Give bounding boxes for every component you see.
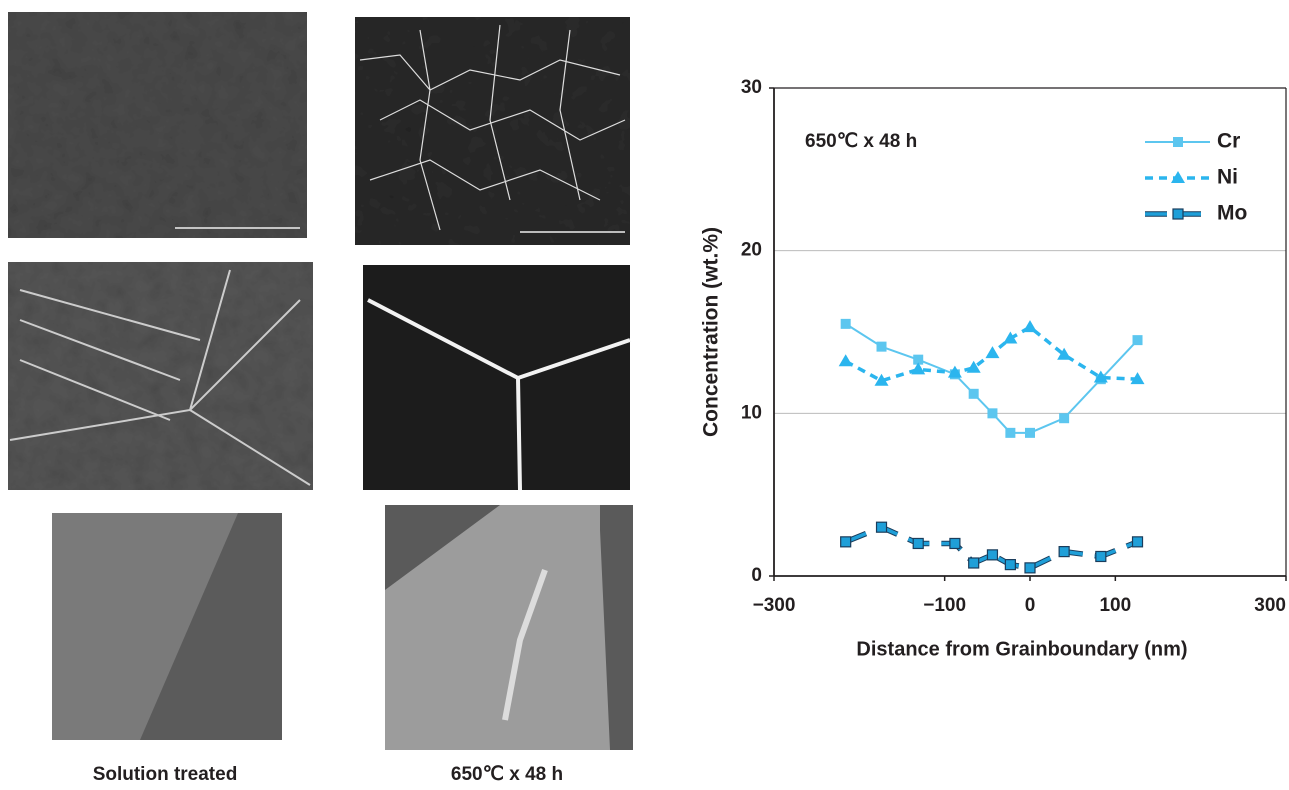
data-point — [987, 550, 997, 560]
data-point — [1059, 547, 1069, 557]
data-point — [1025, 428, 1035, 438]
data-point — [841, 319, 851, 329]
legend-marker — [1173, 137, 1183, 147]
data-point — [877, 522, 887, 532]
x-tick-label: −300 — [753, 595, 796, 616]
x-tick-label: 0 — [1025, 595, 1036, 616]
data-point — [1025, 563, 1035, 573]
data-point — [969, 389, 979, 399]
data-point — [913, 538, 923, 548]
data-point — [987, 408, 997, 418]
page: {"captions": ["Solution treated", "650℃ … — [0, 0, 1289, 790]
caption: Solution treated — [93, 764, 238, 785]
figure: Solution treated 650℃ x 48 h 650℃ x 48 h… — [0, 0, 1289, 785]
x-tick-label: −100 — [923, 595, 966, 616]
y-tick-label: 10 — [741, 402, 762, 423]
data-point — [985, 346, 999, 358]
x-tick-label: 300 — [1254, 595, 1286, 616]
data-point — [839, 354, 853, 366]
annotation: 650℃ x 48 h — [805, 131, 917, 152]
data-point — [1005, 428, 1015, 438]
y-tick-label: 0 — [751, 565, 762, 586]
legend-label: Cr — [1217, 130, 1240, 153]
legend-marker — [1173, 209, 1183, 219]
data-point — [1133, 537, 1143, 547]
x-axis-label: Distance from Grainboundary (nm) — [856, 638, 1187, 660]
legend-label: Ni — [1217, 166, 1238, 189]
data-point — [1096, 551, 1106, 561]
x-tick-label: 100 — [1099, 595, 1131, 616]
legend-label: Mo — [1217, 202, 1247, 225]
data-point — [1059, 413, 1069, 423]
series-line-outline — [846, 527, 1138, 568]
y-axis-label: Concentration (wt.%) — [700, 227, 723, 437]
data-point — [877, 342, 887, 352]
data-point — [841, 537, 851, 547]
micrograph — [8, 12, 633, 750]
data-point — [1005, 560, 1015, 570]
data-point — [969, 558, 979, 568]
y-tick-label: 30 — [741, 77, 762, 98]
data-point — [1023, 320, 1037, 332]
data-point — [1133, 335, 1143, 345]
data-point — [950, 538, 960, 548]
y-tick-label: 20 — [741, 240, 762, 261]
caption: 650℃ x 48 h — [451, 764, 563, 785]
